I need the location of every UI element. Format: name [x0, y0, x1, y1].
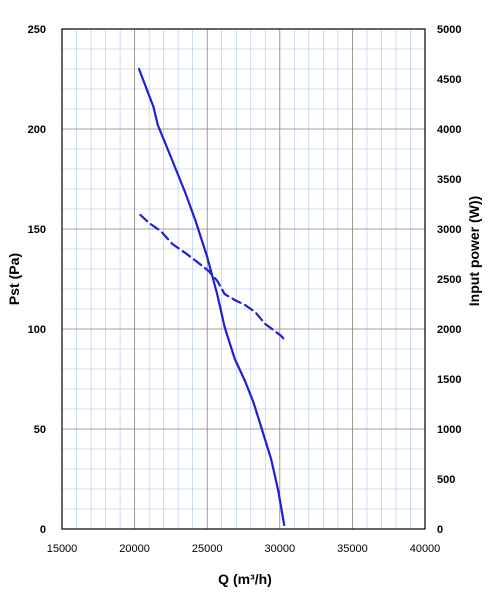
y-left-axis-title: Pst (Pa) [6, 253, 22, 305]
x-tick-label: 25000 [192, 543, 223, 555]
x-tick-label: 20000 [119, 543, 150, 555]
y-right-axis-title: Input power (W)) [466, 196, 482, 306]
plot-area [62, 29, 425, 529]
y-right-tick-label: 500 [437, 474, 455, 486]
x-tick-label: 35000 [337, 543, 368, 555]
y-left-tick-label: 50 [34, 424, 46, 436]
y-right-tick-label: 1000 [437, 424, 461, 436]
axes [61, 28, 426, 530]
y-right-tick-label: 2000 [437, 324, 461, 336]
x-tick-label: 30000 [265, 543, 296, 555]
y-left-tick-label: 100 [28, 324, 46, 336]
y-right-tick-label: 0 [437, 524, 443, 536]
series-layer [137, 67, 287, 527]
plot-frame [61, 28, 426, 530]
x-tick-label: 15000 [47, 543, 78, 555]
y-right-tick-label: 1500 [437, 374, 461, 386]
input-power-line [139, 213, 287, 343]
y-left-tick-label: 0 [40, 524, 46, 536]
y-left-tick-label: 250 [28, 24, 46, 36]
x-tick-label: 40000 [410, 543, 441, 555]
y-left-tick-label: 200 [28, 124, 46, 136]
tick-labels: 15000 20000 25000 30000 35000 400000501001502… [28, 24, 462, 555]
y-right-tick-label: 3500 [437, 174, 461, 186]
grid [62, 29, 425, 529]
y-right-tick-label: 2500 [437, 274, 461, 286]
y-left-tick-label: 150 [28, 224, 46, 236]
y-right-tick-label: 4500 [437, 74, 461, 86]
x-axis-title: Q (m³/h) [218, 571, 272, 587]
static-pressure-line [137, 67, 286, 527]
y-right-tick-label: 4000 [437, 124, 461, 136]
y-right-tick-label: 3000 [437, 224, 461, 236]
y-right-tick-label: 5000 [437, 24, 461, 36]
